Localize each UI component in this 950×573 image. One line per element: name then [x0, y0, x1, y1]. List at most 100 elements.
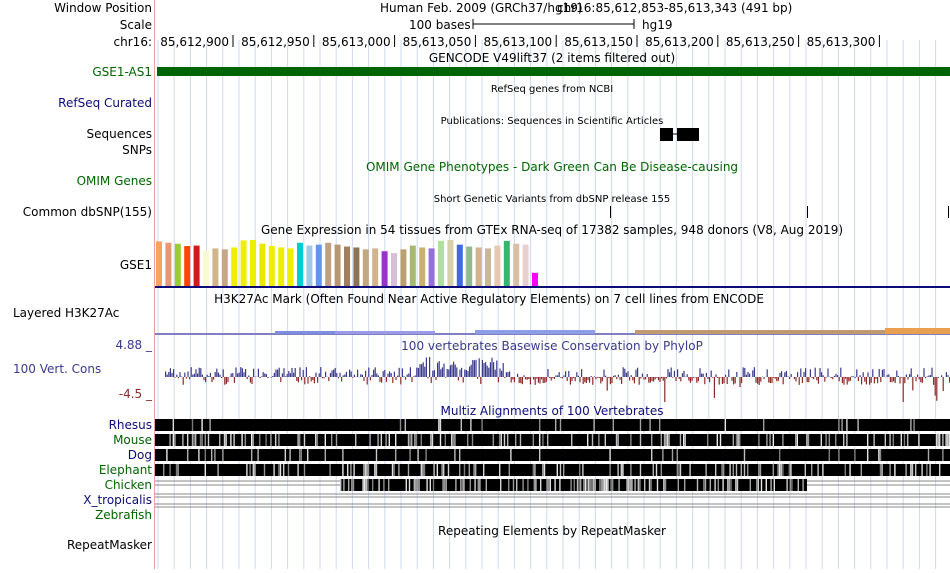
species-elephant-label[interactable]: Elephant: [99, 463, 152, 477]
gtex-tissue-bar[interactable]: [297, 243, 303, 286]
gtex-tissue-bar[interactable]: [382, 251, 388, 286]
gtex-tissue-bar[interactable]: [184, 246, 190, 286]
gtex-tissue-bar[interactable]: [325, 243, 331, 286]
gtex-tissue-bar[interactable]: [532, 273, 538, 286]
alignment-column: [173, 419, 174, 431]
snp-mark-1[interactable]: [610, 206, 611, 218]
gtex-tissue-bar[interactable]: [306, 246, 312, 286]
gtex-tissue-bar[interactable]: [457, 245, 463, 286]
gtex-tissue-bar[interactable]: [494, 246, 500, 286]
gtex-tissue-bar[interactable]: [447, 240, 453, 286]
phylop-bar: [930, 375, 931, 377]
phylop-bar: [627, 371, 628, 377]
gtex-tissue-bar[interactable]: [429, 248, 435, 286]
gtex-tissue-bar[interactable]: [391, 253, 397, 286]
gtex-tissue-bar[interactable]: [504, 241, 510, 286]
phylop-bar: [797, 372, 798, 377]
snp-mark-3[interactable]: [948, 206, 949, 218]
alignment-column: [616, 434, 617, 446]
refseq-label[interactable]: RefSeq Curated: [58, 96, 152, 110]
publication-hit-2[interactable]: [677, 128, 699, 141]
gtex-tissue-bar[interactable]: [410, 246, 416, 286]
gtex-tissue-bar[interactable]: [288, 248, 294, 286]
gtex-tissue-bar[interactable]: [419, 247, 425, 286]
gtex-bars[interactable]: [156, 240, 538, 286]
gencode-gene-bar[interactable]: [157, 67, 950, 76]
species-xtropicalis-label[interactable]: X_tropicalis: [83, 493, 152, 507]
gtex-tissue-bar[interactable]: [194, 246, 200, 286]
publications-snps-label[interactable]: SNPs: [122, 143, 152, 157]
gtex-tissue-bar[interactable]: [400, 249, 406, 286]
gtex-tissue-bar[interactable]: [165, 243, 171, 286]
dbsnp-label[interactable]: Common dbSNP(155): [23, 205, 152, 219]
gtex-tissue-bar[interactable]: [250, 240, 256, 286]
gtex-gene-label[interactable]: GSE1: [120, 258, 152, 272]
multiz-alignments[interactable]: [155, 419, 950, 507]
alignment-column: [773, 434, 774, 446]
species-dog-label[interactable]: Dog: [128, 448, 152, 462]
publication-hit-1[interactable]: [660, 128, 673, 141]
alignment-block[interactable]: [155, 434, 950, 446]
phylop-bar: [909, 374, 910, 377]
gtex-tissue-bar[interactable]: [156, 241, 162, 286]
phylop-bar: [197, 373, 198, 377]
gtex-tissue-bar[interactable]: [203, 251, 209, 286]
gtex-tissue-bar[interactable]: [269, 246, 275, 286]
track-canvas[interactable]: Human Feb. 2009 (GRCh37/hg19) chr16:85,6…: [155, 0, 950, 569]
gtex-tissue-bar[interactable]: [316, 245, 322, 286]
gtex-tissue-bar[interactable]: [363, 249, 369, 286]
gtex-tissue-bar[interactable]: [466, 247, 472, 286]
alignment-block[interactable]: [155, 449, 950, 461]
phylop-label[interactable]: 100 Vert. Cons: [13, 362, 101, 376]
species-chicken-label[interactable]: Chicken: [105, 478, 152, 492]
gtex-tissue-bar[interactable]: [513, 244, 519, 286]
alignment-column: [663, 479, 664, 491]
gtex-tissue-bar[interactable]: [523, 245, 529, 286]
gtex-tissue-bar[interactable]: [344, 247, 350, 286]
phylop-bar: [219, 375, 220, 377]
alignment-block[interactable]: [155, 419, 950, 431]
phylop-bar: [863, 372, 864, 377]
alignment-column: [414, 479, 415, 491]
alignment-column: [478, 479, 479, 491]
phylop-bar: [731, 377, 732, 381]
gtex-tissue-bar[interactable]: [372, 248, 378, 286]
gtex-tissue-bar[interactable]: [231, 247, 237, 286]
gtex-tissue-bar[interactable]: [485, 248, 491, 286]
gtex-tissue-bar[interactable]: [259, 244, 265, 286]
species-mouse-label[interactable]: Mouse: [113, 433, 152, 447]
phylop-bar: [399, 368, 400, 377]
gtex-tissue-bar[interactable]: [353, 247, 359, 286]
phylop-bar: [669, 372, 670, 377]
phylop-bar: [819, 368, 820, 377]
phylop-bar: [527, 377, 528, 380]
snp-mark-2[interactable]: [807, 206, 808, 218]
alignment-column: [786, 479, 787, 491]
phylop-bar: [506, 372, 507, 377]
h3k27ac-signal[interactable]: [155, 328, 950, 335]
phylop-bar: [555, 375, 556, 377]
gtex-tissue-bar[interactable]: [241, 240, 247, 286]
gtex-tissue-bar[interactable]: [438, 241, 444, 286]
phylop-bar: [946, 372, 947, 377]
browser-image[interactable]: Human Feb. 2009 (GRCh37/hg19) chr16:85,6…: [155, 0, 950, 569]
publications-sequences-label[interactable]: Sequences: [87, 127, 152, 141]
gtex-tissue-bar[interactable]: [212, 248, 218, 286]
gtex-tissue-bar[interactable]: [222, 249, 228, 286]
repeatmasker-label[interactable]: RepeatMasker: [67, 538, 152, 552]
gtex-tissue-bar[interactable]: [278, 247, 284, 286]
species-zebrafish-label[interactable]: Zebrafish: [95, 508, 152, 522]
gencode-item-label[interactable]: GSE1-AS1: [92, 65, 152, 79]
alignment-column: [534, 464, 535, 476]
gtex-tissue-bar[interactable]: [476, 247, 482, 286]
omim-label[interactable]: OMIM Genes: [77, 174, 152, 188]
alignment-column: [176, 464, 177, 476]
gtex-tissue-bar[interactable]: [175, 244, 181, 286]
h3k27ac-label[interactable]: Layered H3K27Ac: [13, 306, 119, 320]
alignment-column: [889, 434, 890, 446]
phylop-bar: [907, 377, 908, 380]
phylop-signal[interactable]: [165, 357, 950, 402]
gtex-tissue-bar[interactable]: [335, 245, 341, 286]
species-rhesus-label[interactable]: Rhesus: [109, 418, 152, 432]
alignment-column: [766, 479, 767, 491]
